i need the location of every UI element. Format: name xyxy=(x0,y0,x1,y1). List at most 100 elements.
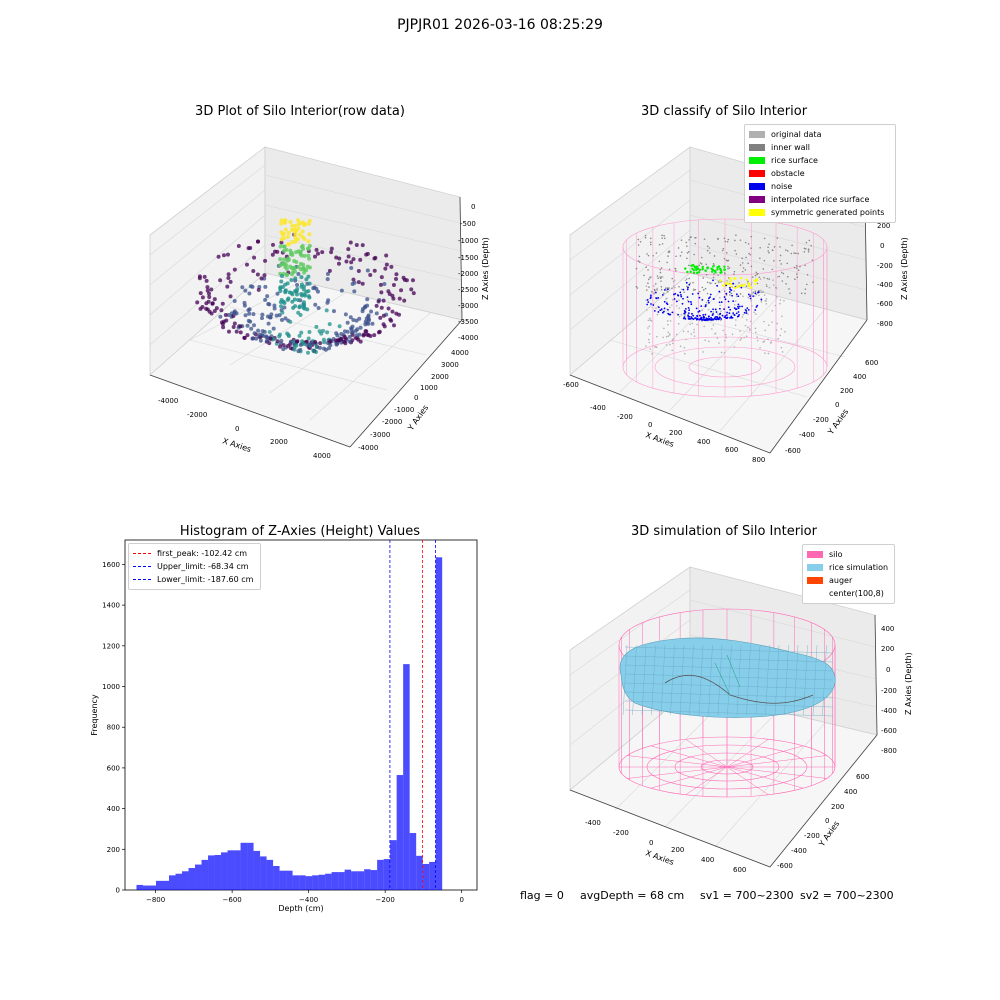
histogram-reference-lines xyxy=(389,540,436,890)
data-point xyxy=(254,336,259,341)
original-point xyxy=(708,281,711,284)
data-point xyxy=(232,321,237,326)
original-point xyxy=(749,329,751,332)
histogram-bar xyxy=(390,840,397,890)
data-point xyxy=(214,306,219,311)
inner-wall-point xyxy=(734,239,736,242)
rice-surface-point xyxy=(698,268,702,272)
noise-point xyxy=(688,309,690,312)
symmetric-point xyxy=(740,276,743,280)
inner-wall-point xyxy=(663,292,665,295)
original-point xyxy=(741,316,744,318)
inner-wall-point xyxy=(661,237,663,239)
data-point xyxy=(249,326,254,331)
y-tick-label: -2000 xyxy=(382,418,402,426)
noise-point xyxy=(698,296,701,299)
inner-wall-point xyxy=(712,276,715,279)
inner-wall-point xyxy=(795,252,797,255)
original-point xyxy=(712,324,715,326)
data-point xyxy=(358,257,363,262)
simulation-z-ticks: 400 200 0 -200 -400 -600 -800 xyxy=(881,625,897,755)
original-point xyxy=(780,328,783,330)
data-point xyxy=(356,269,361,274)
data-point xyxy=(306,221,311,226)
original-point xyxy=(675,333,678,336)
data-point xyxy=(324,308,329,313)
inner-wall-point xyxy=(771,268,774,271)
noise-point xyxy=(747,308,750,311)
z-tick-label: -2500 xyxy=(458,286,478,294)
original-point xyxy=(656,313,659,316)
inner-wall-point xyxy=(648,286,650,288)
data-point xyxy=(195,300,200,305)
noise-point xyxy=(683,316,686,318)
inner-wall-point xyxy=(705,273,708,276)
y-tick-label: -200 xyxy=(813,416,829,424)
original-point xyxy=(687,330,689,333)
original-point xyxy=(684,314,686,317)
histogram-bar xyxy=(221,852,228,890)
inner-wall-point xyxy=(727,238,730,241)
inner-wall-point xyxy=(637,238,640,241)
noise-point xyxy=(720,318,723,320)
legend-label: obstacle xyxy=(771,169,805,178)
data-point xyxy=(351,318,356,323)
data-point xyxy=(295,282,300,287)
original-point xyxy=(665,344,668,346)
original-point xyxy=(671,339,674,342)
histogram-bar xyxy=(260,856,267,890)
inner-wall-point xyxy=(771,249,774,251)
data-point xyxy=(243,313,248,318)
inner-wall-point xyxy=(779,254,782,257)
data-point xyxy=(313,339,318,344)
noise-point xyxy=(659,309,662,312)
symmetric-point xyxy=(733,286,737,290)
silo-spoke xyxy=(726,755,827,768)
rice-surface-point xyxy=(692,269,696,272)
original-point xyxy=(686,299,689,301)
noise-point xyxy=(653,310,656,312)
data-point xyxy=(379,275,384,280)
data-point xyxy=(291,305,296,310)
inner-wall-point xyxy=(660,286,663,288)
noise-point xyxy=(652,304,655,306)
noise-point xyxy=(650,303,652,305)
inner-wall-point xyxy=(706,292,709,295)
noise-point xyxy=(696,315,699,318)
data-point xyxy=(399,288,404,293)
silo-spoke xyxy=(726,766,827,779)
noise-point xyxy=(735,312,738,315)
inner-wall-point xyxy=(650,243,652,246)
data-point xyxy=(296,349,301,354)
symmetric-point xyxy=(736,285,739,288)
data-point xyxy=(383,266,388,271)
data-point xyxy=(218,278,223,283)
legend-label: auger xyxy=(829,576,853,585)
data-point xyxy=(364,329,369,334)
noise-point xyxy=(697,310,700,313)
silo-spoke xyxy=(627,755,728,768)
noise-point xyxy=(702,317,705,319)
noise-point xyxy=(710,316,712,319)
data-point xyxy=(256,287,261,292)
data-point xyxy=(257,332,262,337)
noise-point xyxy=(714,318,717,321)
data-point xyxy=(270,252,275,257)
data-point xyxy=(307,218,312,223)
original-point xyxy=(666,320,669,322)
original-point xyxy=(667,335,670,337)
data-point xyxy=(231,325,236,330)
original-point xyxy=(775,295,778,298)
noise-point xyxy=(681,302,684,305)
data-point xyxy=(346,254,351,259)
data-point xyxy=(252,255,257,260)
original-point xyxy=(684,352,686,355)
original-point xyxy=(680,288,683,291)
z-tick-label: -600 xyxy=(881,727,897,735)
noise-point xyxy=(688,317,691,320)
histogram-bar xyxy=(175,873,183,890)
y-tick-label: 200 xyxy=(107,846,120,854)
inner-wall-point xyxy=(785,283,787,285)
z-tick-label: 0 xyxy=(471,203,475,211)
inner-wall-point xyxy=(645,266,647,269)
